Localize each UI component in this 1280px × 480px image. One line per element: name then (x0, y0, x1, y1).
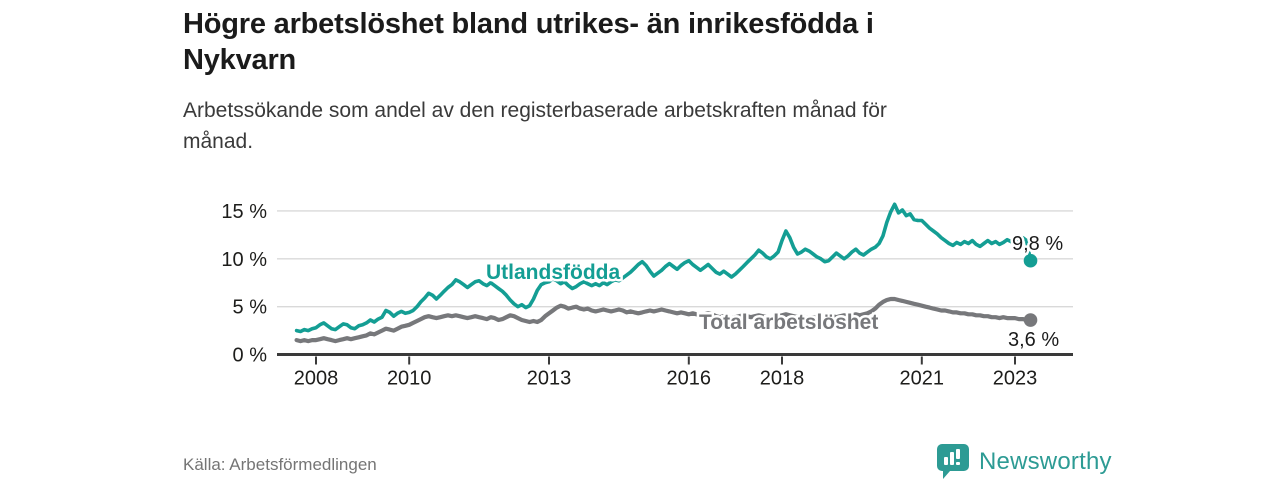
total-end-value-label: 3,6 % (1008, 329, 1059, 351)
y-axis-tick-label: 0 % (233, 345, 268, 367)
page-title-line1: Högre arbetslöshet bland utrikes- än inr… (183, 8, 874, 40)
utlandsfodda-line (294, 202, 1033, 334)
total-series-label: Total arbetslöshet (699, 311, 878, 334)
x-axis-tick-label: 2013 (527, 368, 572, 390)
page-title-line2: Nykvarn (183, 44, 297, 76)
chart-subtitle: Arbetssökande som andel av den registerb… (183, 95, 1043, 157)
x-axis-tick-label: 2008 (294, 368, 339, 390)
x-axis-tick-label: 2023 (993, 368, 1038, 390)
unemployment-line-chart: 0 % 5 % 10 % 15 % 2008 2010 2013 2016 2018 2021 20… (221, 201, 1073, 390)
x-axis-tick-label: 2021 (900, 368, 945, 390)
total-end-dot (1023, 313, 1038, 327)
y-axis-tick-label: 10 % (221, 249, 267, 271)
x-axis-tick-label: 2016 (667, 368, 712, 390)
newsworthy-logo-text: Newsworthy (979, 447, 1112, 475)
utlandsfodda-end-dot (1023, 253, 1038, 268)
x-axis-tick-label: 2018 (760, 368, 805, 390)
chart-subtitle-line1: Arbetssökande som andel av den registerb… (183, 99, 887, 122)
x-axis-tick-label: 2010 (387, 368, 432, 390)
y-axis-tick-label: 5 % (233, 297, 268, 319)
total-line (294, 296, 1033, 344)
newsworthy-logo: Newsworthy (936, 443, 1112, 480)
newsworthy-logo-icon (937, 444, 969, 479)
chart-subtitle-line2: månad. (183, 130, 254, 153)
source-credit: Källa: Arbetsförmedlingen (183, 455, 377, 474)
utlandsfodda-series-label: Utlandsfödda (486, 261, 620, 284)
utlandsfodda-end-value-label: 9,8 % (1012, 233, 1063, 255)
page-title: Högre arbetslöshet bland utrikes- än inr… (183, 6, 1123, 78)
y-axis-tick-label: 15 % (221, 201, 267, 223)
